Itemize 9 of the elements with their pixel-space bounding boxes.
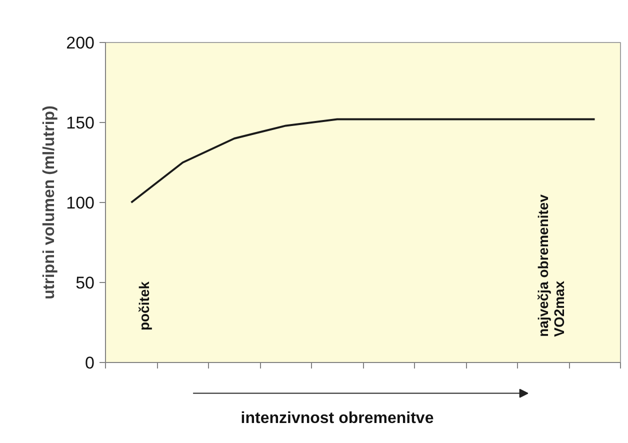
y-axis-title: utripni volumen (ml/utrip) xyxy=(41,106,58,300)
annotation: največja obremenitev VO2max xyxy=(534,194,567,337)
y-tick-label: 50 xyxy=(76,274,95,292)
annotation: počitek xyxy=(136,281,152,330)
x-axis-title: intenzivnost obremenitve xyxy=(240,410,434,427)
y-tick-label: 200 xyxy=(66,34,95,52)
y-tick-label: 150 xyxy=(66,114,95,132)
y-tick-label: 0 xyxy=(85,354,95,372)
y-tick-label: 100 xyxy=(66,194,95,212)
